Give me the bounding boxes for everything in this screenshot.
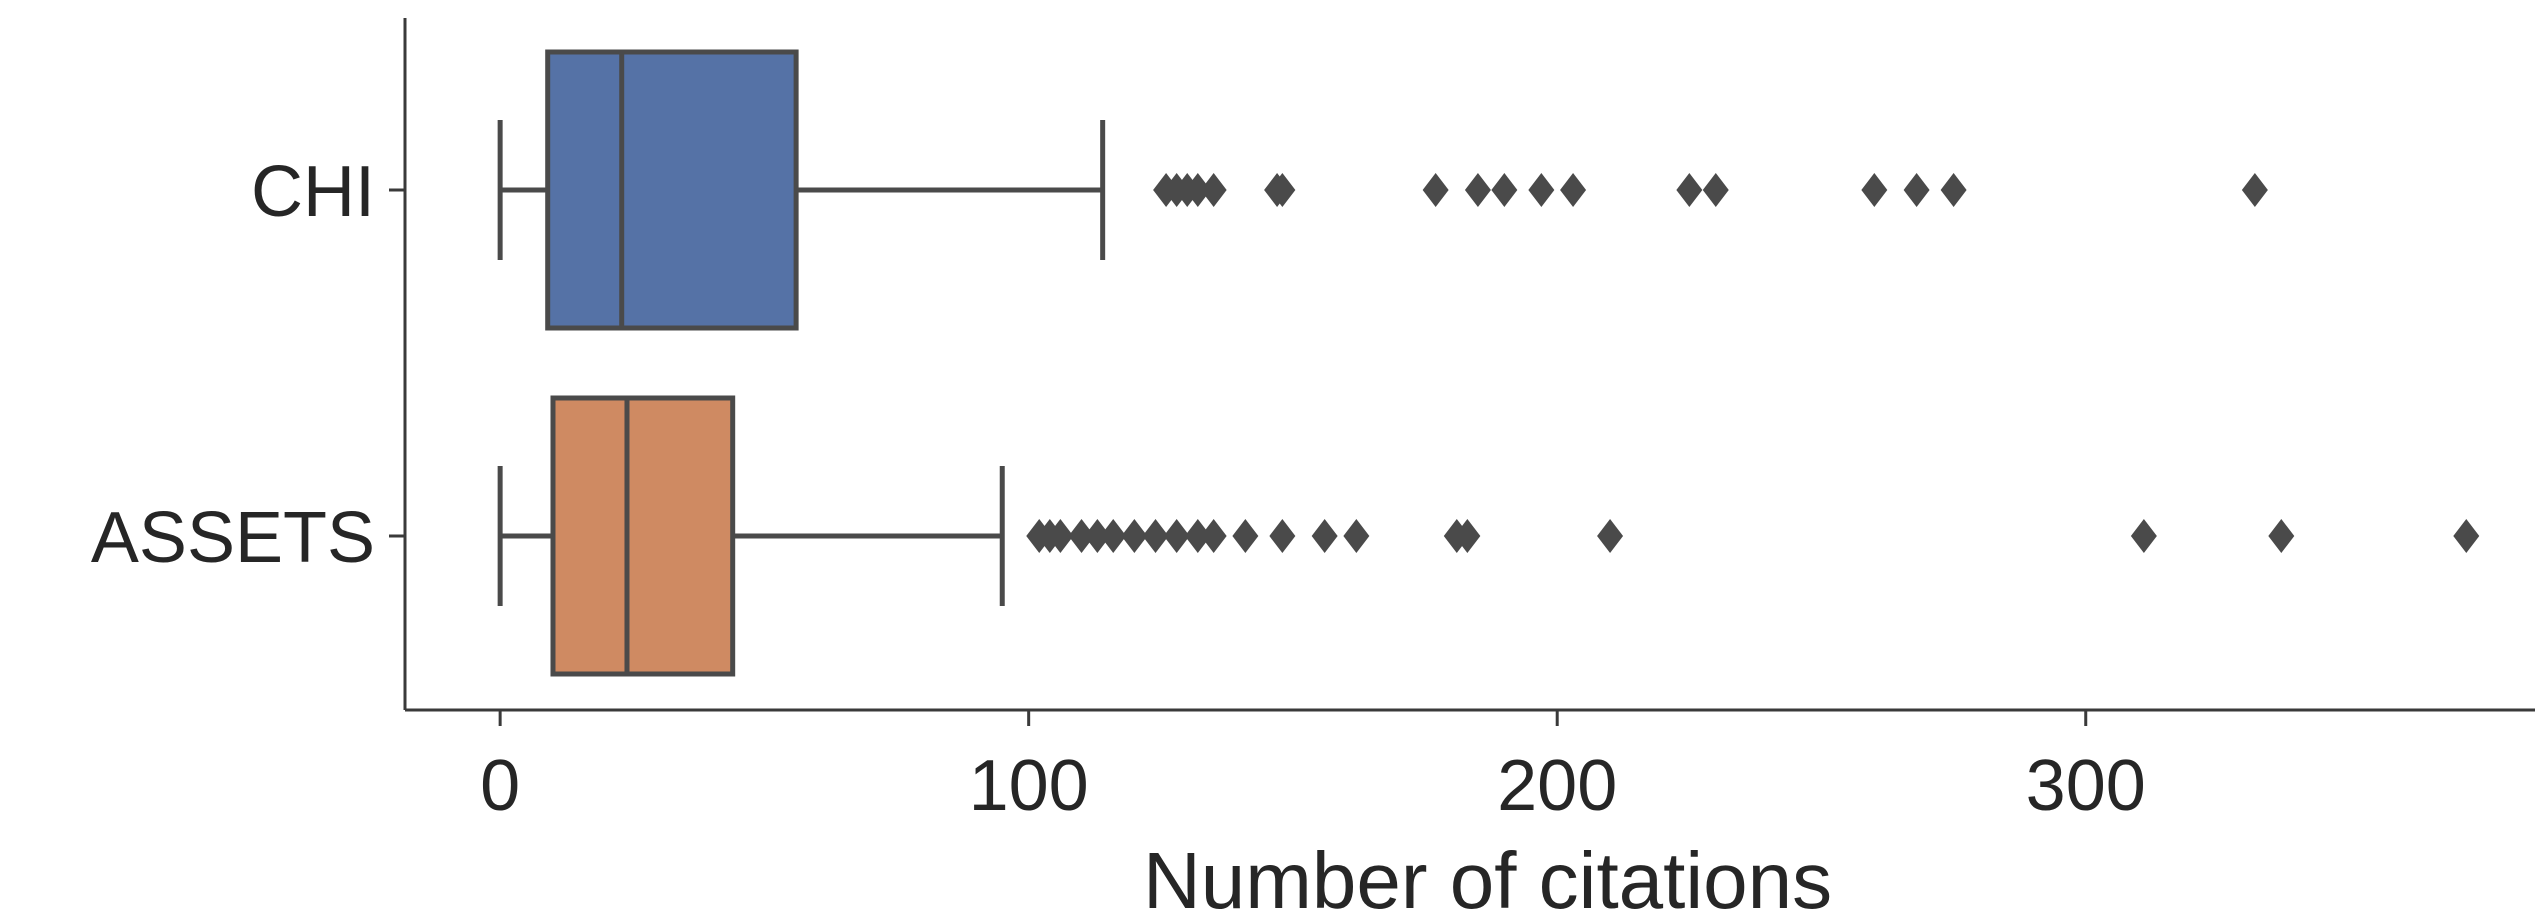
outlier-point — [1163, 519, 1190, 553]
box-group-assets — [497, 395, 2480, 677]
outlier-point — [1068, 519, 1095, 553]
outlier-point — [1903, 173, 1930, 207]
outlier-point — [1232, 519, 1259, 553]
outlier-point — [1343, 519, 1370, 553]
outlier-point — [1597, 519, 1624, 553]
outlier-point — [1861, 173, 1888, 207]
outlier-point — [1200, 173, 1227, 207]
outlier-point — [1311, 519, 1338, 553]
outlier-point — [1184, 173, 1211, 207]
outlier-point — [1528, 173, 1555, 207]
outlier-point — [1454, 519, 1481, 553]
plot-area — [497, 49, 2480, 677]
outlier-point — [1269, 173, 1296, 207]
outlier-point — [2241, 173, 2268, 207]
outlier-point — [1940, 173, 1967, 207]
box-group-chi — [497, 49, 2268, 331]
y-tick-label: ASSETS — [91, 498, 375, 578]
outlier-point — [1702, 173, 1729, 207]
x-axis-label: Number of citations — [1143, 836, 1832, 922]
outlier-point — [1676, 173, 1703, 207]
iqr-box — [545, 49, 799, 331]
axes: 0 100 200 300 CHI ASSETS — [91, 18, 2535, 826]
outlier-point — [2268, 519, 2295, 553]
outlier-point — [1200, 519, 1227, 553]
y-tick-label: CHI — [251, 152, 375, 232]
iqr-box — [550, 395, 736, 677]
outlier-point — [1422, 173, 1449, 207]
outlier-point — [1464, 173, 1491, 207]
outlier-point — [1142, 519, 1169, 553]
x-tick-label: 200 — [1497, 746, 1617, 826]
x-tick-label: 100 — [969, 746, 1089, 826]
outlier-point — [1560, 173, 1587, 207]
x-tick-label: 300 — [2026, 746, 2146, 826]
outlier-point — [1100, 519, 1127, 553]
outlier-point — [1269, 519, 1296, 553]
outlier-point — [2453, 519, 2480, 553]
outlier-point — [1184, 519, 1211, 553]
outlier-point — [1491, 173, 1518, 207]
outlier-point — [1047, 519, 1074, 553]
x-tick-label: 0 — [480, 746, 520, 826]
outlier-point — [1084, 519, 1111, 553]
outlier-point — [1121, 519, 1148, 553]
outlier-point — [2130, 519, 2157, 553]
